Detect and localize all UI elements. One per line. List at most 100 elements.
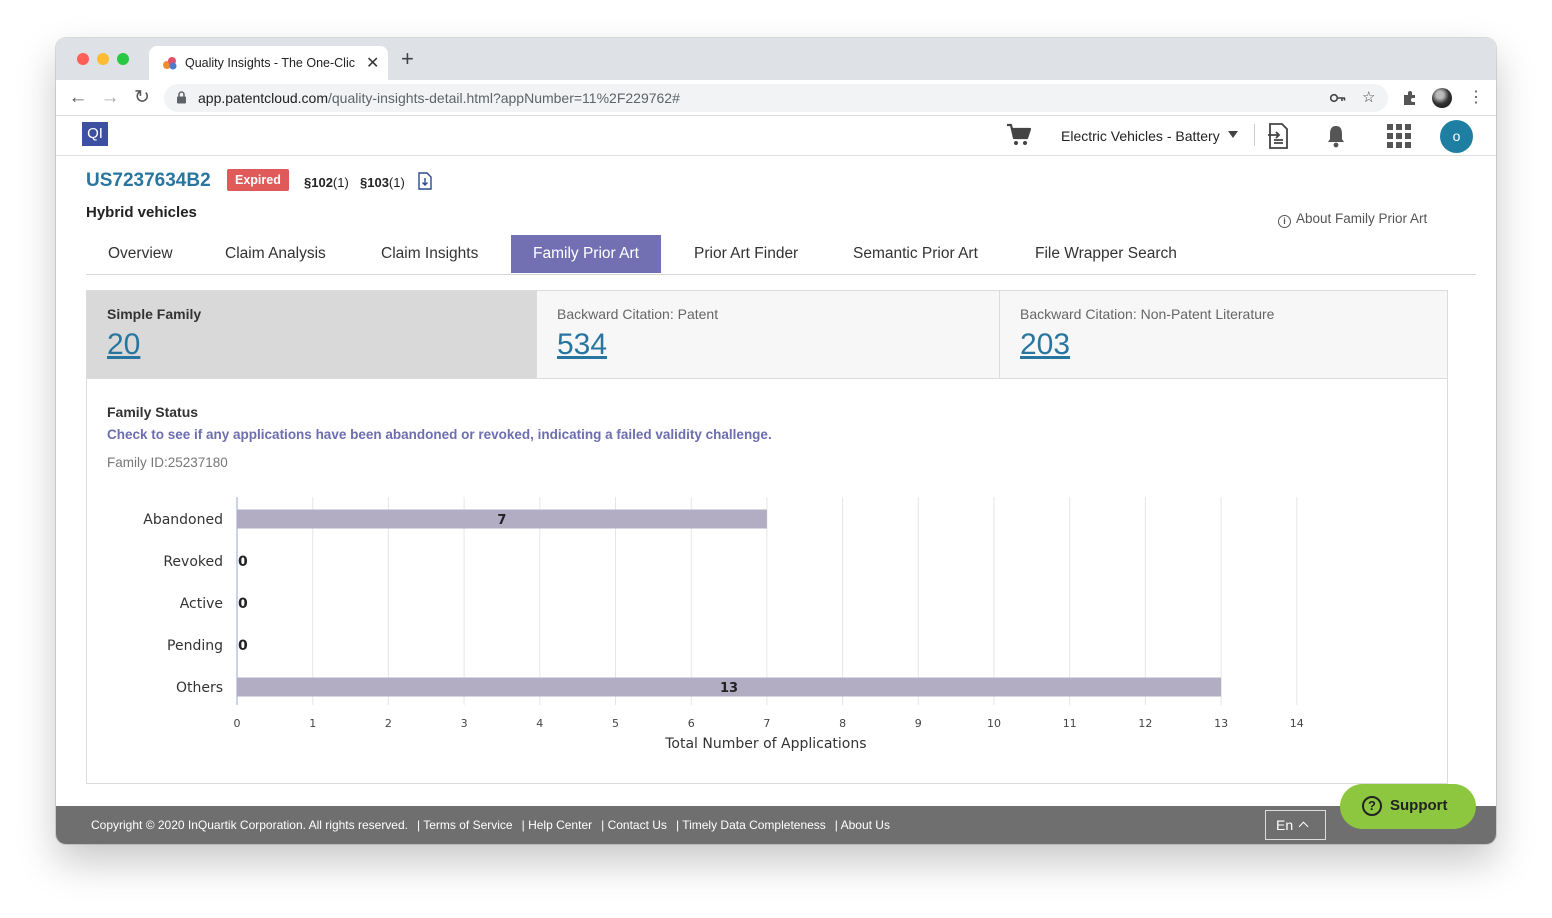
category-label: Others: [176, 680, 223, 696]
footer-link-terms[interactable]: Terms of Service: [423, 818, 513, 832]
lock-icon: [177, 91, 186, 104]
browser-toolbar: ← → ↻ app.patentcloud.com/quality-insigh…: [56, 80, 1496, 116]
stat-label: Backward Citation: Non-Patent Literature: [1020, 306, 1275, 322]
stat-value-link[interactable]: 203: [1020, 328, 1071, 361]
project-selector[interactable]: Electric Vehicles - Battery: [1061, 128, 1220, 144]
analysis-tabs: Overview Claim Analysis Claim Insights F…: [86, 235, 1476, 275]
bookmark-star-icon[interactable]: ☆: [1362, 89, 1376, 106]
app-header: QI Electric Vehicles - Battery o: [56, 116, 1496, 156]
language-selector[interactable]: En: [1265, 810, 1326, 840]
help-question-icon: ?: [1362, 796, 1382, 816]
family-prior-art-panel: Simple Family 20 Backward Citation: Pate…: [86, 290, 1448, 784]
tab-file-wrapper-search[interactable]: File Wrapper Search: [1035, 245, 1177, 262]
family-status-hint: Check to see if any applications have be…: [107, 427, 772, 442]
x-tick-label: 10: [987, 717, 1001, 730]
tab-strip: Quality Insights - The One-Clic ✕ +: [56, 38, 1496, 80]
user-avatar[interactable]: o: [1440, 120, 1473, 153]
x-tick-label: 12: [1138, 717, 1152, 730]
tab-claim-insights[interactable]: Claim Insights: [381, 245, 479, 262]
x-tick-label: 7: [763, 717, 770, 730]
info-icon: i: [1278, 215, 1291, 228]
browser-menu-kebab-icon[interactable]: ⋮: [1468, 89, 1484, 106]
copyright-text: Copyright © 2020 InQuartik Corporation. …: [91, 818, 408, 832]
x-tick-label: 8: [839, 717, 846, 730]
footer-link-help-center[interactable]: Help Center: [528, 818, 593, 832]
patent-number[interactable]: US7237634B2: [86, 170, 211, 191]
family-status-title: Family Status: [107, 404, 199, 420]
x-tick-label: 14: [1290, 717, 1304, 730]
x-tick-label: 5: [612, 717, 619, 730]
tab-overview[interactable]: Overview: [108, 245, 173, 262]
export-report-icon[interactable]: [1266, 123, 1290, 149]
stat-simple-family[interactable]: Simple Family 20: [87, 291, 536, 379]
x-tick-label: 9: [915, 717, 922, 730]
cart-icon[interactable]: [1006, 123, 1032, 147]
key-icon[interactable]: [1330, 93, 1346, 103]
footer-link-data-completeness[interactable]: Timely Data Completeness: [682, 818, 826, 832]
url-text: app.patentcloud.com/quality-insights-det…: [198, 90, 680, 106]
category-label: Abandoned: [143, 512, 223, 528]
section-102-count[interactable]: §102(1): [304, 175, 349, 190]
family-status-bar-chart: Abandoned 7 Revoked 0 Active 0 Pending 0 Others 1…: [143, 497, 1304, 752]
tab-claim-analysis[interactable]: Claim Analysis: [225, 245, 326, 262]
browser-window: Quality Insights - The One-Clic ✕ + ← → …: [56, 38, 1496, 844]
bar-value-label: 13: [720, 681, 738, 696]
bar: [237, 677, 1222, 697]
browser-tab[interactable]: Quality Insights - The One-Clic ✕: [149, 46, 388, 80]
apps-grid-icon[interactable]: [1387, 124, 1411, 148]
browser-tab-title: Quality Insights - The One-Clic: [185, 56, 355, 70]
bar: [237, 509, 767, 529]
footer-links: Copyright © 2020 InQuartik Corporation. …: [91, 818, 890, 832]
about-family-prior-art-link[interactable]: i About Family Prior Art: [1278, 211, 1427, 228]
tab-family-prior-art[interactable]: Family Prior Art: [511, 235, 661, 273]
address-bar[interactable]: app.patentcloud.com/quality-insights-det…: [164, 84, 1388, 112]
minimize-window-button[interactable]: [97, 53, 109, 65]
header-divider: [1254, 124, 1255, 146]
bar-value-label: 0: [238, 554, 248, 570]
maximize-window-button[interactable]: [117, 53, 129, 65]
qi-logo[interactable]: QI: [82, 122, 108, 146]
x-tick-label: 0: [234, 717, 241, 730]
footer-link-about[interactable]: About Us: [840, 818, 890, 832]
caret-down-icon[interactable]: [1228, 131, 1238, 138]
browser-profile-avatar[interactable]: [1432, 88, 1452, 108]
stat-label: Simple Family: [107, 306, 202, 322]
support-button[interactable]: ? Support: [1340, 784, 1476, 829]
x-axis-title: Total Number of Applications: [664, 736, 866, 752]
x-tick-label: 2: [385, 717, 392, 730]
bar-value-label: 0: [238, 638, 248, 654]
category-label: Active: [180, 596, 223, 612]
tab-close-icon[interactable]: ✕: [366, 55, 380, 72]
footer: Copyright © 2020 InQuartik Corporation. …: [56, 806, 1496, 844]
stat-backward-citation-patent[interactable]: Backward Citation: Patent 534: [536, 291, 1000, 379]
notification-bell-icon[interactable]: [1326, 124, 1346, 148]
x-tick-label: 6: [688, 717, 695, 730]
stat-backward-citation-npl[interactable]: Backward Citation: Non-Patent Literature…: [999, 291, 1447, 379]
download-document-icon[interactable]: [418, 172, 432, 190]
support-label: Support: [1390, 797, 1448, 814]
patent-title: Hybrid vehicles: [86, 204, 197, 221]
status-badge: Expired: [227, 169, 289, 191]
bar-value-label: 0: [238, 596, 248, 612]
extensions-puzzle-icon[interactable]: [1402, 90, 1418, 106]
tab-prior-art-finder[interactable]: Prior Art Finder: [694, 245, 799, 262]
reload-icon[interactable]: ↻: [134, 87, 150, 108]
forward-arrow-icon[interactable]: →: [100, 87, 120, 108]
back-arrow-icon[interactable]: ←: [68, 87, 88, 108]
tab-semantic-prior-art[interactable]: Semantic Prior Art: [853, 245, 978, 262]
section-103-count[interactable]: §103(1): [360, 175, 405, 190]
new-tab-icon[interactable]: +: [401, 46, 414, 71]
category-label: Pending: [167, 638, 223, 654]
stat-value-link[interactable]: 20: [107, 328, 141, 361]
stat-value-link[interactable]: 534: [557, 328, 608, 361]
bar-value-label: 7: [497, 513, 506, 528]
x-tick-label: 11: [1063, 717, 1077, 730]
footer-link-contact[interactable]: Contact Us: [607, 818, 667, 832]
stat-label: Backward Citation: Patent: [557, 306, 719, 322]
family-id: Family ID:25237180: [107, 455, 228, 470]
x-tick-label: 13: [1214, 717, 1228, 730]
x-tick-label: 3: [461, 717, 468, 730]
x-tick-label: 4: [536, 717, 543, 730]
close-window-button[interactable]: [77, 53, 89, 65]
chevron-up-icon: [1298, 821, 1309, 832]
